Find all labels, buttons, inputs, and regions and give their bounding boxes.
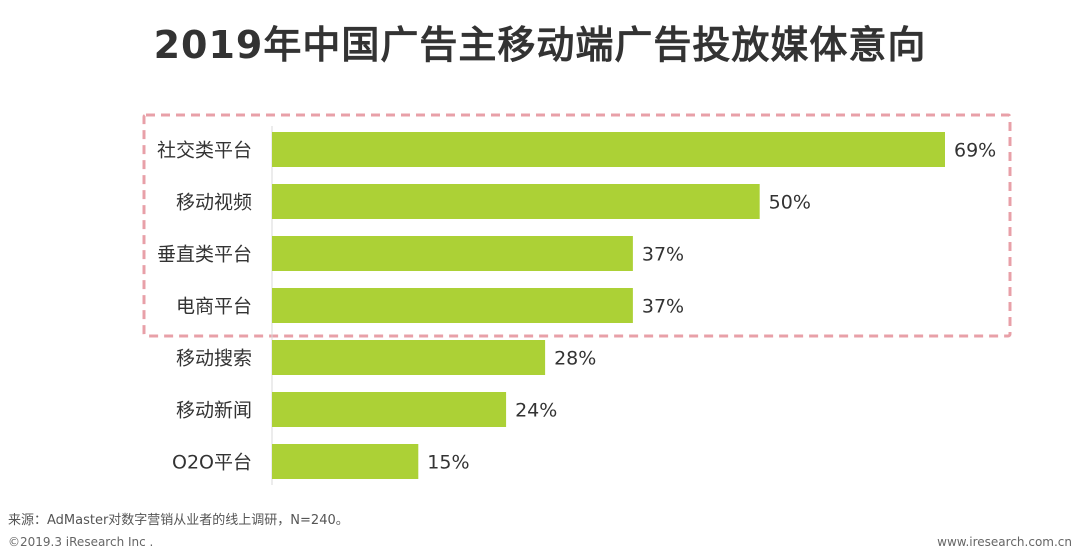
category-label: 社交类平台	[157, 140, 252, 162]
category-label: 垂直类平台	[157, 244, 252, 266]
source-note: 来源：AdMaster对数字营销从业者的线上调研，N=240。	[8, 513, 349, 528]
category-label: O2O平台	[172, 452, 252, 474]
copyright-text: ©2019.3 iResearch Inc .	[8, 535, 154, 549]
bar	[272, 236, 633, 271]
category-label: 移动搜索	[176, 348, 252, 370]
bar	[272, 444, 419, 479]
bar	[272, 184, 760, 219]
value-label: 24%	[515, 400, 557, 422]
category-label: 移动新闻	[176, 400, 252, 422]
bar	[272, 392, 507, 427]
value-label: 50%	[769, 192, 811, 214]
value-label: 69%	[954, 140, 996, 162]
chart-title: 2019年中国广告主移动端广告投放媒体意向	[153, 23, 927, 67]
value-label: 15%	[427, 452, 469, 474]
bar	[272, 132, 945, 167]
value-label: 28%	[554, 348, 596, 370]
value-label: 37%	[642, 244, 684, 266]
bar	[272, 340, 546, 375]
website-text: www.iresearch.com.cn	[937, 535, 1072, 549]
category-label: 电商平台	[176, 296, 252, 318]
category-label: 移动视频	[176, 192, 252, 214]
highlight-dashed-box	[142, 113, 1012, 338]
bar-chart: 社交类平台 69% 移动视频 50% 垂直类平台 37% 电商平台 37% 移动搜索 28% 移动新…	[142, 113, 1012, 485]
value-label: 37%	[642, 296, 684, 318]
bar	[272, 288, 633, 323]
